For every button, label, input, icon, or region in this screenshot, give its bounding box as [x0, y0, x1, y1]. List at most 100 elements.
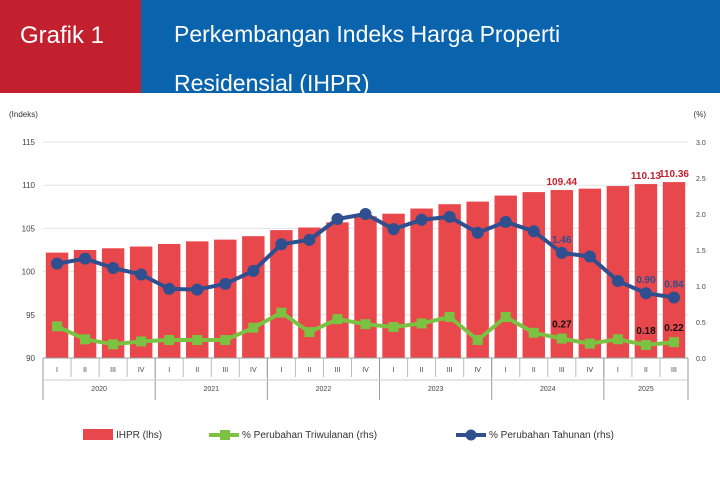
- ihpr-bar: [45, 252, 69, 358]
- ihpr-bar: [186, 241, 209, 358]
- year-label: 2025: [638, 386, 654, 393]
- quarter-tick-label: I: [168, 367, 170, 374]
- figure-label-box: Grafik 1: [0, 0, 141, 93]
- quarterly-change-marker: [416, 318, 427, 329]
- right-axis-tick-label: 2.0: [696, 212, 706, 219]
- left-axis-tick-label: 90: [26, 354, 35, 363]
- quarterly-change-marker: [388, 322, 399, 333]
- figure-title-box: Perkembangan Indeks Harga Properti Resid…: [141, 0, 720, 96]
- quarter-tick-label: II: [307, 367, 311, 374]
- quarter-tick-label: III: [222, 367, 228, 374]
- annual-change-marker: [583, 250, 596, 263]
- ihpr-bar: [73, 250, 97, 358]
- quarter-tick-label: I: [393, 367, 395, 374]
- data-label: 0.27: [552, 320, 572, 331]
- legend-label: % Perubahan Tahunan (rhs): [489, 430, 614, 441]
- quarterly-change-marker: [360, 319, 371, 330]
- quarterly-change-marker: [640, 340, 651, 351]
- annual-change-marker: [471, 226, 484, 239]
- ihpr-bar: [214, 239, 237, 358]
- quarter-tick-label: I: [280, 367, 282, 374]
- quarter-tick-label: I: [56, 367, 58, 374]
- figure-header: Grafik 1 Perkembangan Indeks Harga Prope…: [0, 0, 720, 96]
- annual-change-marker: [303, 233, 316, 246]
- quarterly-change-marker: [584, 338, 595, 349]
- annual-change-marker: [499, 215, 512, 228]
- right-axis-tick-label: 1.5: [696, 248, 706, 255]
- quarterly-change-marker: [472, 335, 483, 345]
- annual-change-marker: [443, 210, 456, 223]
- data-label: 109.44: [547, 177, 578, 188]
- figure-label: Grafik 1: [20, 22, 105, 49]
- annual-change-marker: [331, 213, 344, 226]
- quarter-tick-label: II: [83, 367, 87, 374]
- ihpr-bar: [606, 186, 630, 358]
- quarterly-change-marker: [668, 337, 679, 348]
- quarterly-change-marker: [332, 314, 343, 325]
- quarter-tick-label: IV: [138, 367, 145, 374]
- annual-change-marker: [191, 283, 204, 296]
- quarter-tick-label: II: [195, 367, 199, 374]
- ihpr-bar: [326, 222, 349, 358]
- year-label: 2022: [316, 386, 332, 393]
- annual-change-marker: [555, 246, 568, 259]
- legend-swatch: [220, 430, 230, 440]
- quarterly-change-marker: [80, 334, 91, 345]
- figure-title-line-2: Residensial (IHPR): [174, 70, 370, 96]
- left-axis-tick-label: 95: [26, 311, 35, 320]
- quarter-tick-label: III: [335, 367, 341, 374]
- ihpr-bar: [157, 243, 181, 358]
- ihpr-bar: [578, 188, 602, 358]
- quarterly-change-marker: [248, 322, 259, 333]
- quarter-tick-label: I: [505, 367, 507, 374]
- annual-change-marker: [667, 291, 680, 304]
- legend-swatch: [465, 429, 477, 441]
- annual-change-marker: [387, 223, 400, 236]
- right-axis-tick-label: 2.5: [696, 176, 706, 183]
- left-axis-tick-label: 100: [22, 268, 36, 277]
- ihpr-chart: 90 95 100 105 110 115 0.0 0.5 1.0 1.5 2.0 2.5 3.0 (In…: [9, 110, 706, 441]
- quarter-tick-label: III: [110, 367, 116, 374]
- year-label: 2020: [91, 386, 107, 393]
- ihpr-bar: [550, 190, 574, 358]
- quarter-tick-label: IV: [362, 367, 369, 374]
- legend-label: IHPR (lhs): [116, 430, 162, 441]
- quarterly-change-marker: [304, 327, 315, 338]
- quarter-tick-label: IV: [474, 367, 481, 374]
- annual-change-marker: [51, 257, 64, 270]
- quarterly-change-marker: [528, 327, 539, 338]
- quarter-tick-label: IV: [250, 367, 257, 374]
- quarterly-change-marker: [276, 307, 287, 318]
- quarter-tick-label: III: [559, 367, 565, 374]
- quarterly-change-marker: [444, 311, 455, 322]
- year-label: 2023: [428, 386, 444, 393]
- ihpr-bar: [494, 195, 517, 358]
- ihpr-bar: [466, 201, 489, 358]
- quarter-tick-label: IV: [587, 367, 594, 374]
- ihpr-bar: [634, 184, 658, 358]
- annual-change-marker: [247, 264, 260, 277]
- legend-label: % Perubahan Triwulanan (rhs): [242, 430, 377, 441]
- ihpr-bar: [354, 216, 377, 358]
- annual-change-marker: [415, 213, 428, 226]
- annual-change-marker: [275, 238, 288, 251]
- quarter-tick-label: II: [420, 367, 424, 374]
- ihpr-bar: [242, 236, 265, 358]
- right-axis-tick-label: 3.0: [696, 140, 706, 147]
- left-axis-tick-label: 115: [22, 138, 35, 147]
- data-label: 0.90: [636, 275, 656, 286]
- data-label: 110.13: [631, 171, 661, 182]
- annual-change-marker: [79, 252, 92, 265]
- ihpr-bar: [101, 248, 125, 358]
- ihpr-bar: [410, 208, 433, 358]
- annual-change-marker: [219, 277, 232, 290]
- annual-change-marker: [359, 208, 372, 220]
- annual-change-marker: [639, 287, 652, 300]
- ihpr-bar: [270, 230, 293, 358]
- data-label: 110.36: [659, 169, 689, 180]
- quarterly-change-marker: [136, 336, 147, 347]
- quarter-tick-label: III: [671, 367, 677, 374]
- data-label: 0.18: [636, 326, 656, 337]
- ihpr-bar: [662, 182, 686, 358]
- right-axis-tick-label: 0.0: [696, 356, 706, 363]
